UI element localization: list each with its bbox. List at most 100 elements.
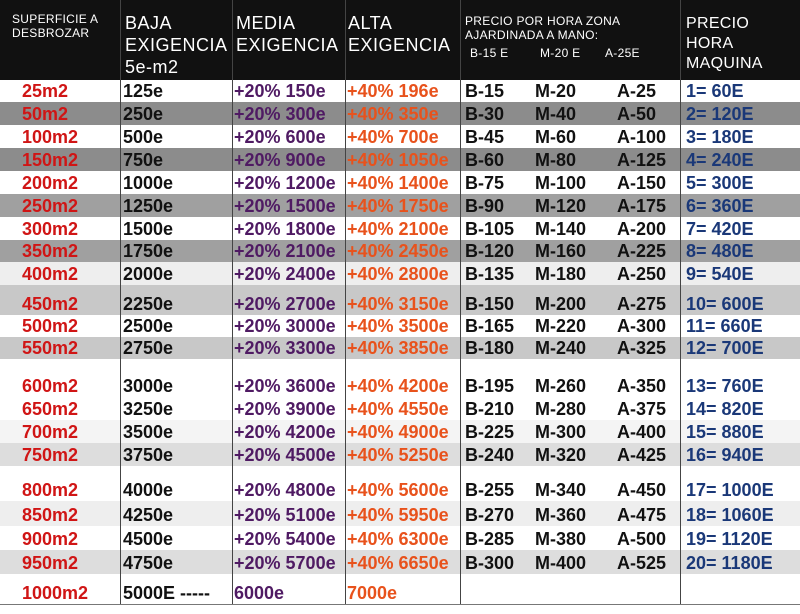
alta-price: +40% 6300e	[347, 529, 449, 549]
area: 600m2	[22, 376, 79, 396]
baja-price: 2250e	[123, 294, 174, 314]
area: 50m2	[22, 104, 69, 124]
manual-a: A-475	[617, 505, 667, 525]
media-price: +20% 2400e	[234, 264, 336, 284]
manual-b: B-75	[465, 173, 505, 193]
manual-b: B-180	[465, 338, 515, 358]
media-price: +20% 300e	[234, 104, 326, 124]
alta-price: +40% 4550e	[347, 399, 449, 419]
baja-price: 5000E -----	[123, 583, 211, 603]
baja-price: 500e	[123, 127, 164, 147]
area: 400m2	[22, 264, 79, 284]
baja-price: 3250e	[123, 399, 174, 419]
manual-a: A-425	[617, 445, 667, 465]
alta-price: +40% 3500e	[347, 316, 449, 336]
column-divider	[232, 0, 233, 604]
machine-price: 9= 540E	[686, 264, 754, 284]
alta-price: +40% 4200e	[347, 376, 449, 396]
area: 950m2	[22, 553, 79, 573]
manual-b: B-240	[465, 445, 515, 465]
area: 100m2	[22, 127, 79, 147]
alta-price: +40% 2450e	[347, 241, 449, 261]
manual-b: B-135	[465, 264, 515, 284]
media-price: +20% 3900e	[234, 399, 336, 419]
header-area: SUPERFICIE A DESBROZAR	[12, 12, 98, 40]
machine-price: 14= 820E	[686, 399, 764, 419]
alta-price: +40% 5250e	[347, 445, 449, 465]
manual-a: A-150	[617, 173, 667, 193]
alta-price: +40% 700e	[347, 127, 439, 147]
alta-price: 7000e	[347, 583, 398, 603]
manual-a: A-525	[617, 553, 667, 573]
column-divider	[120, 0, 121, 604]
manual-m: M-160	[535, 241, 587, 261]
media-price: +20% 600e	[234, 127, 326, 147]
manual-m: M-360	[535, 505, 587, 525]
table-row: 300m2 1500e +20% 1800e +40% 2100e B-105 M-140…	[0, 217, 800, 241]
machine-price: 17= 1000E	[686, 480, 774, 500]
area: 550m2	[22, 338, 79, 358]
manual-a: A-200	[617, 219, 667, 239]
manual-a: A-400	[617, 422, 667, 442]
table-row: 600m2 3000e +20% 3600e +40% 4200e B-195 M-260…	[0, 359, 800, 398]
baja-price: 3000e	[123, 376, 174, 396]
table-row: 850m2 4250e +20% 5100e +40% 5950e B-270 M-360…	[0, 501, 800, 527]
manual-m: M-140	[535, 219, 587, 239]
column-divider	[460, 0, 461, 604]
header-manual-rate: B-15 E	[470, 46, 509, 60]
manual-m: M-280	[535, 399, 587, 419]
area: 900m2	[22, 529, 79, 549]
header-manual: PRECIO POR HORA ZONA AJARDINADA A MANO:	[465, 14, 620, 42]
manual-b: B-45	[465, 127, 505, 147]
machine-price: 8= 480E	[686, 241, 754, 261]
manual-a: A-275	[617, 294, 667, 314]
baja-price: 125e	[123, 81, 164, 101]
area: 150m2	[22, 150, 79, 170]
manual-m: M-400	[535, 553, 587, 573]
area: 25m2	[22, 81, 69, 101]
header: SUPERFICIE A DESBROZAR BAJA EXIGENCIA 5e…	[0, 0, 800, 80]
alta-price: +40% 1050e	[347, 150, 449, 170]
media-price: +20% 2100e	[234, 241, 336, 261]
table-row: 400m2 2000e +20% 2400e +40% 2800e B-135 M-180…	[0, 262, 800, 286]
table-row: 800m2 4000e +20% 4800e +40% 5600e B-255 M-340…	[0, 466, 800, 502]
machine-price: 19= 1120E	[686, 529, 773, 549]
manual-b: B-285	[465, 529, 515, 549]
table-row: 250m2 1250e +20% 1500e +40% 1750e B-90 M-120 A…	[0, 194, 800, 218]
area: 500m2	[22, 316, 79, 336]
area: 350m2	[22, 241, 79, 261]
baja-price: 250e	[123, 104, 164, 124]
manual-a: A-25	[617, 81, 657, 101]
table-row: 550m2 2750e +20% 3300e +40% 3850e B-180 M-240…	[0, 337, 800, 360]
baja-price: 1500e	[123, 219, 174, 239]
baja-price: 1000e	[123, 173, 174, 193]
media-price: +20% 4800e	[234, 480, 336, 500]
media-price: +20% 1500e	[234, 196, 336, 216]
manual-m: M-300	[535, 422, 587, 442]
area: 750m2	[22, 445, 79, 465]
media-price: +20% 5100e	[234, 505, 336, 525]
area: 800m2	[22, 480, 79, 500]
manual-a: A-225	[617, 241, 667, 261]
manual-b: B-195	[465, 376, 515, 396]
table-row: 100m2 500e +20% 600e +40% 700e B-45 M-60 A-100…	[0, 125, 800, 149]
manual-m: M-80	[535, 150, 577, 170]
alta-price: +40% 350e	[347, 104, 439, 124]
manual-m: M-240	[535, 338, 587, 358]
header-baja-rate: 5e-m2	[125, 57, 179, 77]
manual-m: M-220	[535, 316, 587, 336]
machine-price: 15= 880E	[686, 422, 764, 442]
manual-b: B-60	[465, 150, 505, 170]
manual-m: M-100	[535, 173, 587, 193]
machine-price: 12= 700E	[686, 338, 764, 358]
media-price: +20% 3000e	[234, 316, 336, 336]
area: 650m2	[22, 399, 79, 419]
baja-price: 1250e	[123, 196, 174, 216]
manual-b: B-210	[465, 399, 515, 419]
manual-b: B-120	[465, 241, 515, 261]
machine-price: 4= 240E	[686, 150, 754, 170]
manual-m: M-120	[535, 196, 587, 216]
baja-price: 4000e	[123, 480, 174, 500]
manual-a: A-175	[617, 196, 667, 216]
table-row: 150m2 750e +20% 900e +40% 1050e B-60 M-80 A-12…	[0, 148, 800, 172]
